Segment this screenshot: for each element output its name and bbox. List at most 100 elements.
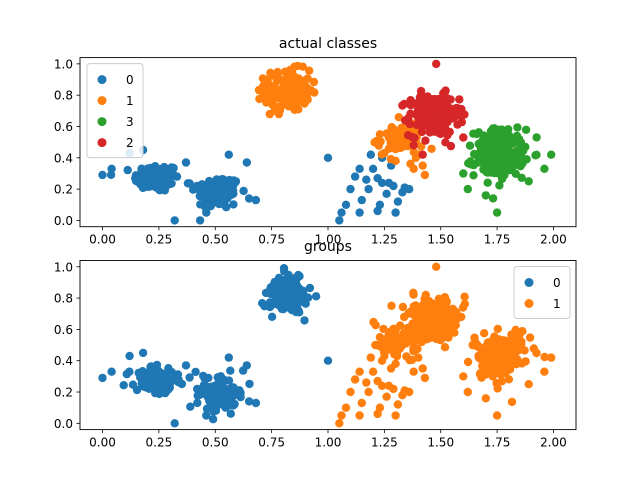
data-point	[166, 377, 175, 386]
x-tick-label: 1.00	[315, 233, 342, 247]
data-point	[138, 183, 148, 193]
data-point	[435, 323, 444, 332]
data-point	[403, 131, 413, 140]
data-point	[355, 411, 364, 420]
legend-label: 0	[553, 276, 561, 290]
data-point	[364, 387, 373, 397]
x-tick-label: 1.00	[315, 436, 342, 450]
data-point	[196, 200, 205, 209]
y-tick-label: 0.0	[54, 214, 73, 228]
y-tick-label: 0.6	[54, 120, 73, 134]
data-point	[265, 80, 274, 89]
data-point	[441, 86, 450, 95]
data-point	[346, 387, 355, 397]
data-point	[193, 181, 202, 191]
data-point	[420, 300, 429, 309]
y-tick-label: 0.8	[54, 89, 73, 103]
data-point	[259, 91, 268, 100]
y-axis: 0.0 0.2 0.4 0.6 0.8 1.0	[54, 57, 80, 228]
data-point	[303, 293, 313, 302]
data-point	[495, 181, 504, 190]
data-point	[355, 208, 364, 217]
data-point	[540, 352, 549, 362]
x-axis: 0.00 0.25 0.50 0.75 1.00 1.25 1.50 1.75 2.00	[89, 429, 567, 450]
data-point	[350, 172, 360, 181]
legend-label: 0	[126, 73, 134, 87]
data-point	[387, 301, 396, 310]
legend-marker	[97, 75, 107, 85]
data-point	[366, 150, 375, 159]
data-point	[350, 375, 360, 384]
data-point	[416, 86, 426, 96]
data-point	[391, 411, 400, 420]
data-point	[311, 292, 321, 301]
data-point	[200, 386, 209, 395]
data-point	[488, 124, 498, 133]
x-tick-label: 1.25	[371, 436, 398, 450]
data-point	[202, 404, 212, 413]
y-tick-label: 1.0	[54, 260, 73, 274]
data-point	[224, 376, 234, 385]
data-point	[368, 164, 378, 173]
data-point	[226, 366, 235, 375]
data-point	[335, 419, 344, 428]
data-point	[138, 348, 148, 358]
data-point	[204, 194, 213, 203]
data-point	[375, 130, 385, 139]
y-tick-label: 0.6	[54, 323, 73, 337]
data-point	[214, 181, 224, 191]
data-point	[480, 132, 489, 141]
data-point	[391, 208, 400, 217]
data-point	[409, 288, 418, 297]
data-point	[298, 62, 307, 71]
data-point	[492, 165, 502, 174]
data-point	[292, 86, 302, 95]
data-point	[469, 129, 478, 138]
data-point	[475, 141, 484, 150]
data-point	[532, 133, 541, 142]
data-point	[209, 407, 218, 416]
x-tick-label: 2.00	[540, 233, 567, 247]
data-point	[442, 298, 451, 308]
data-point	[513, 337, 523, 346]
data-point	[372, 136, 381, 146]
data-point	[435, 122, 444, 131]
data-point	[396, 136, 405, 145]
data-point	[222, 195, 231, 204]
data-point	[418, 161, 427, 170]
y-axis: 0.0 0.2 0.4 0.6 0.8 1.0	[54, 260, 80, 431]
x-tick-label: 2.00	[540, 436, 567, 450]
data-point	[468, 340, 477, 350]
data-point	[300, 85, 310, 95]
data-point	[406, 101, 415, 110]
data-point	[500, 339, 509, 349]
data-point	[239, 186, 248, 196]
data-point	[214, 378, 223, 387]
data-point	[236, 392, 245, 402]
data-point	[469, 171, 478, 180]
data-point	[470, 149, 479, 159]
data-point	[221, 184, 230, 193]
data-point	[251, 195, 261, 205]
data-point	[460, 299, 470, 309]
data-point	[244, 194, 254, 203]
data-point	[375, 333, 385, 342]
data-point	[490, 131, 499, 140]
data-point	[398, 101, 407, 110]
data-point	[516, 161, 526, 170]
data-point	[242, 158, 251, 167]
data-point	[463, 387, 472, 397]
data-point	[364, 184, 373, 194]
x-tick-label: 0.75	[258, 436, 285, 450]
data-point	[196, 191, 205, 201]
data-point	[368, 367, 378, 376]
x-tick-label: 0.25	[146, 436, 173, 450]
data-point	[459, 372, 468, 381]
data-point	[497, 130, 506, 139]
data-point	[389, 384, 398, 394]
y-tick-label: 0.2	[54, 386, 73, 400]
legend-marker	[97, 138, 107, 148]
data-point	[305, 283, 315, 293]
data-point	[524, 380, 533, 389]
